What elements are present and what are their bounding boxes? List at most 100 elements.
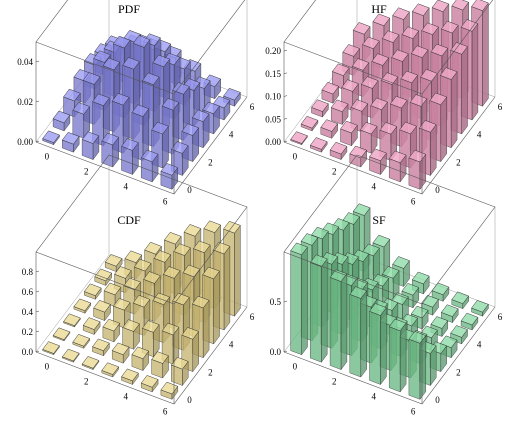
z-tick-label: 0.00 (17, 137, 33, 147)
y-tick-label: 6 (250, 102, 255, 112)
bar-cdf-1-3 (93, 300, 111, 322)
z-tick-mark (283, 350, 288, 353)
bar-top-face (388, 318, 407, 332)
bar-cdf-0-3 (73, 298, 92, 314)
bar-pdf-3-0 (101, 132, 120, 168)
bar-side-face (234, 224, 241, 317)
bar-top-face (421, 295, 439, 308)
bar-cdf-4-1 (131, 346, 150, 372)
bar-top-face (362, 36, 380, 50)
bar-top-face (379, 121, 398, 135)
y-tick-label: 0 (435, 395, 440, 405)
bar-side-face (213, 270, 220, 345)
bar-cdf-1-2 (82, 317, 101, 336)
bar-top-face (350, 99, 369, 112)
bar-pdf-1-0 (61, 132, 80, 153)
bar-top-face (400, 70, 419, 84)
bar-front-face (101, 140, 114, 168)
bar-top-face (112, 35, 131, 49)
z-tick-label: 0.0 (22, 347, 34, 357)
bar-top-face (73, 298, 92, 312)
bar-cdf-0-2 (63, 313, 81, 328)
bar-top-face (450, 42, 468, 55)
bar-top-face (411, 271, 430, 285)
bar-top-face (392, 256, 410, 269)
z-tick-label: 0.8 (22, 267, 34, 277)
bar-top-face (151, 121, 169, 135)
bar-top-face (93, 50, 111, 63)
bar-pdf-1-1 (72, 102, 91, 139)
bar-top-face (161, 322, 180, 336)
bar-top-face (192, 240, 211, 254)
z-tick-label: 0.6 (22, 287, 34, 297)
bar-top-face (460, 19, 479, 32)
bar-top-face (409, 94, 428, 107)
bar-top-face (132, 294, 151, 308)
x-tick-label: 0 (293, 362, 298, 372)
bar-cdf-0-0 (42, 341, 60, 356)
z-tick-mark (35, 330, 40, 333)
bar-top-face (173, 243, 191, 256)
bar-top-face (471, 0, 489, 11)
x-tick-label: 0 (293, 152, 298, 162)
bar-top-face (381, 30, 400, 43)
bar-sf-3-0 (349, 286, 368, 378)
bar-top-face (371, 53, 390, 66)
x-tick-label: 0 (45, 152, 50, 162)
bar-top-face (183, 224, 202, 237)
x-tick-label: 2 (84, 167, 89, 177)
bar-pdf-0-2 (63, 88, 81, 118)
z-tick-label: 0.20 (265, 46, 281, 56)
bar-side-face (419, 335, 427, 400)
y-tick-label: 2 (208, 157, 213, 167)
bar-side-face (301, 246, 308, 356)
bar-cdf-4-2 (141, 320, 160, 358)
bar-cdf-0-4 (83, 283, 102, 300)
bar-top-face (101, 132, 120, 146)
bar-top-face (340, 120, 358, 134)
z-tick-mark (283, 49, 288, 52)
x-tick-label: 4 (371, 181, 376, 191)
bar-side-face (471, 22, 479, 121)
bar-top-face (342, 212, 361, 225)
bar-top-face (141, 320, 160, 333)
bar-top-face (430, 316, 449, 329)
bar-top-face (121, 368, 139, 382)
bar-top-face (61, 132, 80, 145)
bar-sf-5-6 (451, 291, 470, 310)
bar-top-face (223, 88, 241, 101)
bar-top-face (372, 234, 391, 248)
bar-top-face (352, 22, 371, 35)
bar-top-face (392, 7, 410, 20)
bar-top-face (122, 57, 140, 70)
bar-top-face (42, 130, 60, 143)
y-tick-label: 6 (498, 102, 503, 112)
bar-hf-3-0 (349, 145, 368, 168)
x-tick-label: 6 (411, 196, 416, 206)
bar-top-face (162, 266, 181, 279)
bar-sf-5-0 (388, 318, 407, 393)
bar-front-face (310, 262, 322, 363)
bar-top-face (351, 58, 370, 71)
bar-hf-6-0 (408, 149, 427, 190)
bar-top-face (389, 95, 408, 109)
bar-cdf-4-0 (121, 368, 139, 386)
bar-top-face (418, 120, 437, 133)
bar-top-face (369, 148, 387, 162)
x-tick-label: 6 (163, 196, 168, 206)
bar-top-face (388, 150, 407, 164)
z-tick-label: 0.4 (22, 307, 34, 317)
bar-top-face (140, 149, 159, 163)
z-tick-label: 0.05 (265, 114, 281, 124)
bar-top-face (151, 351, 169, 364)
bar-cdf-1-1 (72, 333, 91, 349)
bar-front-face (329, 277, 342, 370)
bar-top-face (102, 57, 121, 71)
chart-title: SF (372, 213, 386, 227)
chart-title: CDF (117, 213, 141, 227)
bar-top-face (61, 348, 80, 362)
bar-top-face (111, 93, 130, 106)
bar-cdf-3-0 (101, 362, 120, 378)
bar-top-face (370, 97, 388, 111)
bar-hf-0-0 (290, 131, 308, 146)
